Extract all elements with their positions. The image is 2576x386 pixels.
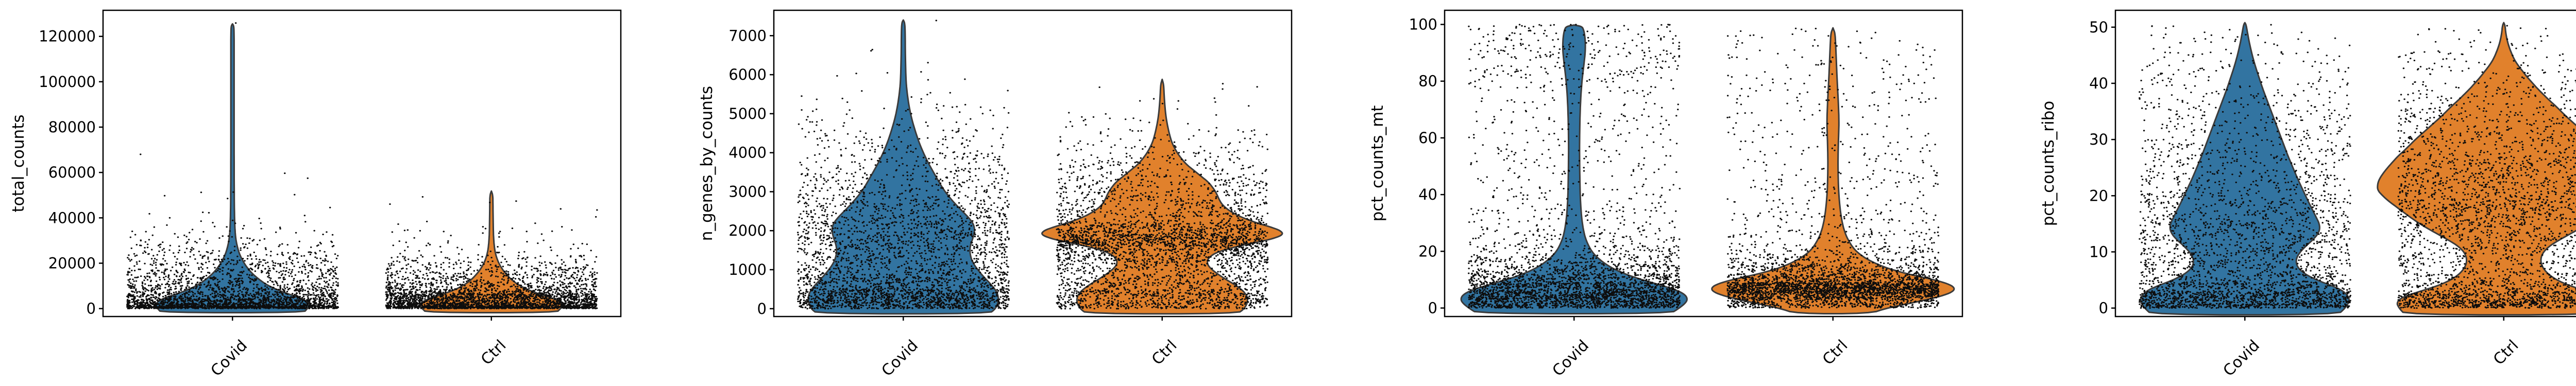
y-tick-label: 50 [2089, 19, 2108, 36]
x-tick-label-covid: Covid [1549, 337, 1592, 380]
violin-panel-n_genes_by_counts: 0 1000 2000 3000 4000 5000 6000 7000 Covid Ctrl n_… [698, 9, 1293, 380]
scatter-points-ctrl [1726, 27, 1940, 309]
scatter-points-ctrl [1056, 83, 1269, 310]
y-tick-label: 2000 [728, 222, 767, 239]
y-tick-label: 10 [2089, 243, 2108, 260]
y-tick-label: 20 [1418, 242, 1437, 260]
violin-shape-covid [2140, 22, 2350, 316]
violin-panel-pct_counts_ribo: 0 10 20 30 40 50 Covid Ctrl pct_counts_ribo [2039, 9, 2576, 380]
y-tick-label: 0 [757, 300, 767, 318]
x-tick-label-ctrl: Ctrl [1148, 337, 1181, 369]
y-tick-label: 40000 [48, 209, 96, 226]
x-tick-label-ctrl: Ctrl [478, 337, 510, 369]
x-tick-label-ctrl: Ctrl [2490, 337, 2522, 369]
x-tick-label-ctrl: Ctrl [1819, 337, 1852, 369]
x-tick-label-covid: Covid [2220, 337, 2263, 380]
y-axis-label: total_counts [9, 115, 28, 213]
violin-shape-ctrl [1041, 78, 1283, 315]
y-tick-label: 4000 [728, 144, 767, 162]
scatter-points-ctrl [2397, 25, 2576, 309]
y-tick-label: 0 [1428, 300, 1437, 317]
axes-frame [773, 9, 1293, 318]
y-tick-label: 60 [1418, 129, 1437, 147]
y-axis-label: pct_counts_mt [1368, 106, 1387, 222]
violin-panel-pct_counts_mt: 0 20 40 60 80 100 Covid Ctrl pct_counts_mt [1368, 9, 1963, 380]
y-tick-label: 100 [1409, 16, 1437, 33]
y-tick-label: 5000 [728, 105, 767, 122]
violin-shape-covid [1460, 24, 1688, 314]
y-tick-label: 40 [1418, 186, 1437, 203]
y-tick-label: 20000 [48, 254, 96, 272]
scatter-points-covid [126, 22, 340, 310]
violin-shape-ctrl [2377, 22, 2576, 316]
y-tick-label: 80000 [48, 118, 96, 136]
y-tick-label: 1000 [728, 261, 767, 278]
y-tick-label: 40 [2089, 75, 2108, 92]
violin-shape-ctrl [1711, 27, 1955, 314]
scatter-points-covid [2139, 24, 2351, 309]
violin-panel-total_counts: 0 20000 40000 60000 80000 100000 120000 Covid Ct… [9, 9, 622, 380]
y-axis-label: pct_counts_ribo [2039, 101, 2058, 226]
y-tick-label: 100000 [39, 73, 96, 91]
axes-frame [102, 9, 622, 318]
y-tick-label: 80 [1418, 73, 1437, 90]
y-axis-label: n_genes_by_counts [698, 86, 716, 241]
violin-shape-covid [807, 19, 999, 315]
y-tick-label: 120000 [39, 28, 96, 45]
y-tick-label: 30 [2089, 131, 2108, 148]
y-tick-label: 6000 [728, 66, 767, 83]
y-tick-label: 3000 [728, 183, 767, 201]
y-tick-label: 20 [2089, 187, 2108, 204]
axes-frame [1444, 9, 1963, 318]
x-tick-label-covid: Covid [208, 337, 251, 380]
scatter-points-covid [1468, 24, 1681, 309]
y-tick-label: 0 [87, 300, 96, 318]
x-tick-label-covid: Covid [878, 337, 922, 380]
scatter-points-covid [796, 20, 1010, 310]
axes-frame [2114, 9, 2576, 318]
scatter-points-ctrl [385, 196, 598, 310]
violin-shape-covid [155, 23, 310, 313]
y-tick-label: 60000 [48, 164, 96, 181]
y-tick-label: 0 [2099, 300, 2108, 317]
y-tick-label: 7000 [728, 27, 767, 44]
